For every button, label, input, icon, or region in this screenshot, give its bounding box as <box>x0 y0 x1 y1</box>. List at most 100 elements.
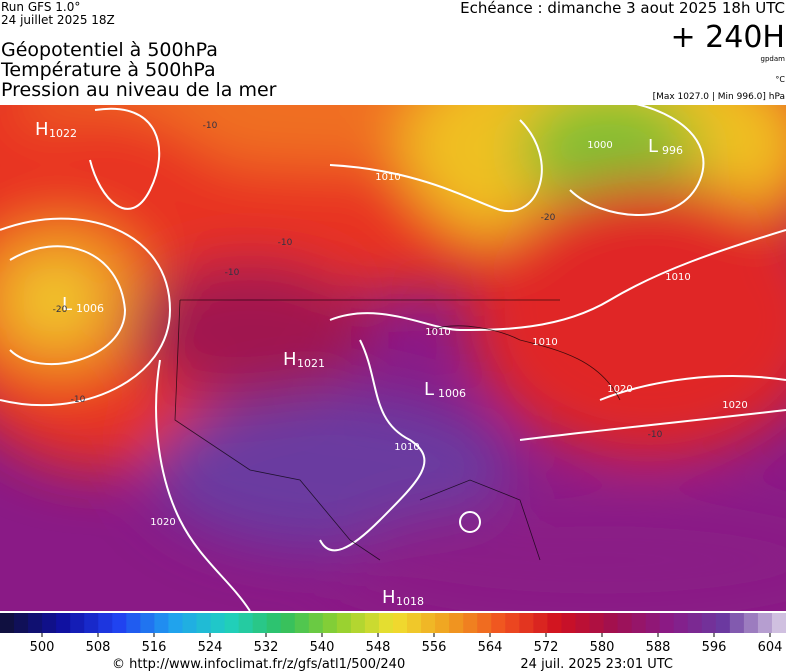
pressure-range: [Max 1027.0 | Min 996.0] hPa <box>653 92 785 102</box>
colorbar-swatch <box>14 613 29 633</box>
colorbar-swatch <box>463 613 478 633</box>
colorbar-swatch <box>645 613 661 633</box>
isobar-label: 1020 <box>150 517 175 528</box>
temperature-label: -10 <box>225 268 240 278</box>
echeance: Echéance : dimanche 3 aout 2025 18h UTC <box>460 0 785 17</box>
pressure-value: 1018 <box>396 595 424 608</box>
colorbar-swatch <box>743 613 759 633</box>
colorbar-swatch <box>603 613 619 633</box>
pressure-letter: H <box>382 587 396 608</box>
lead-time: + 240H <box>671 20 786 55</box>
colorbar-swatch <box>56 613 71 633</box>
temperature-label: -10 <box>278 238 293 248</box>
colorbar-swatch <box>477 613 492 633</box>
colorbar-swatch <box>196 613 212 633</box>
colorbar-swatch <box>224 613 240 633</box>
pressure-letter: L <box>62 294 72 315</box>
pressure-letter: L <box>424 379 434 400</box>
colorbar-swatch <box>771 613 786 633</box>
colorbar-swatch <box>294 613 310 633</box>
isobar-label: 1000 <box>587 140 612 151</box>
colorbar-swatch <box>280 613 296 633</box>
colorbar-swatch <box>168 613 183 633</box>
unit-gpdam: gpdam <box>761 55 786 63</box>
isobars <box>0 105 786 611</box>
colorbar-swatch <box>659 613 675 633</box>
colorbar-swatch <box>182 613 197 633</box>
pressure-value: 996 <box>662 144 683 157</box>
temperature-label: -10 <box>71 395 86 405</box>
temperature-label: -10 <box>203 121 218 131</box>
pressure-letter: L <box>648 136 658 157</box>
colorbar-swatch <box>519 613 534 633</box>
isobar-label: 1010 <box>532 337 557 348</box>
colorbar-swatch <box>336 613 352 633</box>
colorbar-swatch <box>378 613 394 633</box>
isobar-label: 1020 <box>607 384 632 395</box>
colorbar-swatch <box>701 613 717 633</box>
colorbar-swatch <box>449 613 464 633</box>
pressure-letter: H <box>35 119 49 140</box>
colorbar-label: 540 <box>310 640 335 655</box>
colorbar-swatch <box>393 613 408 633</box>
colorbar-swatch <box>757 613 773 633</box>
footer-url: © http://www.infoclimat.fr/z/gfs/atl1/50… <box>112 657 405 672</box>
colorbar-swatch <box>210 613 226 633</box>
colorbar-label: 524 <box>198 640 223 655</box>
isobar-label: 1010 <box>394 442 419 453</box>
pressure-value: 1022 <box>49 127 77 140</box>
footer-timestamp: 24 juil. 2025 23:01 UTC <box>520 657 673 672</box>
colorbar-swatch <box>112 613 127 633</box>
colorbar-swatch <box>505 613 520 633</box>
colorbar-swatch <box>631 613 647 633</box>
colorbar-label: 596 <box>702 640 727 655</box>
pressure-value: 1006 <box>438 387 466 400</box>
pressure-letter: H <box>283 349 297 370</box>
colorbar-label: 580 <box>590 640 615 655</box>
colorbar-label: 556 <box>422 640 447 655</box>
borders <box>174 299 621 561</box>
isobar-label: 1020 <box>722 400 747 411</box>
map <box>0 105 786 611</box>
title: Pression au niveau de la mer <box>1 79 277 101</box>
pressure-value: 1021 <box>297 357 325 370</box>
colorbar-swatch <box>617 613 633 633</box>
colorbar-label: 548 <box>366 640 391 655</box>
colorbar-swatch <box>435 613 450 633</box>
colorbar-swatch <box>28 613 43 633</box>
run-label: Run GFS 1.0° <box>1 0 80 14</box>
isobar-label: 1010 <box>425 327 450 338</box>
colorbar-label: 532 <box>254 640 279 655</box>
colorbar-label: 604 <box>758 640 783 655</box>
colorbar-swatch <box>589 613 605 633</box>
colorbar-swatch <box>350 613 366 633</box>
colorbar-swatch <box>140 613 155 633</box>
colorbar-swatch <box>421 613 436 633</box>
colorbar-swatch <box>547 613 562 633</box>
title: Température à 500hPa <box>0 59 216 81</box>
colorbar-swatch <box>687 613 703 633</box>
temperature-label: -20 <box>53 305 68 315</box>
colorbar-swatch <box>252 613 268 633</box>
temperature-label: -10 <box>648 430 663 440</box>
colorbar-swatch <box>84 613 99 633</box>
colorbar-swatch <box>98 613 113 633</box>
colorbar: 500 508 516 524 532 540 548 556 564 572 580 588 596 6… <box>0 613 786 655</box>
unit-celsius: °C <box>775 75 785 84</box>
colorbar-label: 564 <box>478 640 503 655</box>
colorbar-swatch <box>729 613 745 633</box>
colorbar-label: 500 <box>30 640 55 655</box>
colorbar-swatch <box>126 613 141 633</box>
pressure-value: 1006 <box>76 302 104 315</box>
colorbar-label: 588 <box>646 640 671 655</box>
temperature-label: -20 <box>541 213 556 223</box>
colorbar-swatch <box>575 613 590 633</box>
colorbar-swatch <box>673 613 689 633</box>
colorbar-swatch <box>491 613 506 633</box>
title: Géopotentiel à 500hPa <box>1 39 218 61</box>
colorbar-swatch <box>407 613 422 633</box>
run-date: 24 juillet 2025 18Z <box>1 13 115 27</box>
colorbar-swatch <box>42 613 57 633</box>
